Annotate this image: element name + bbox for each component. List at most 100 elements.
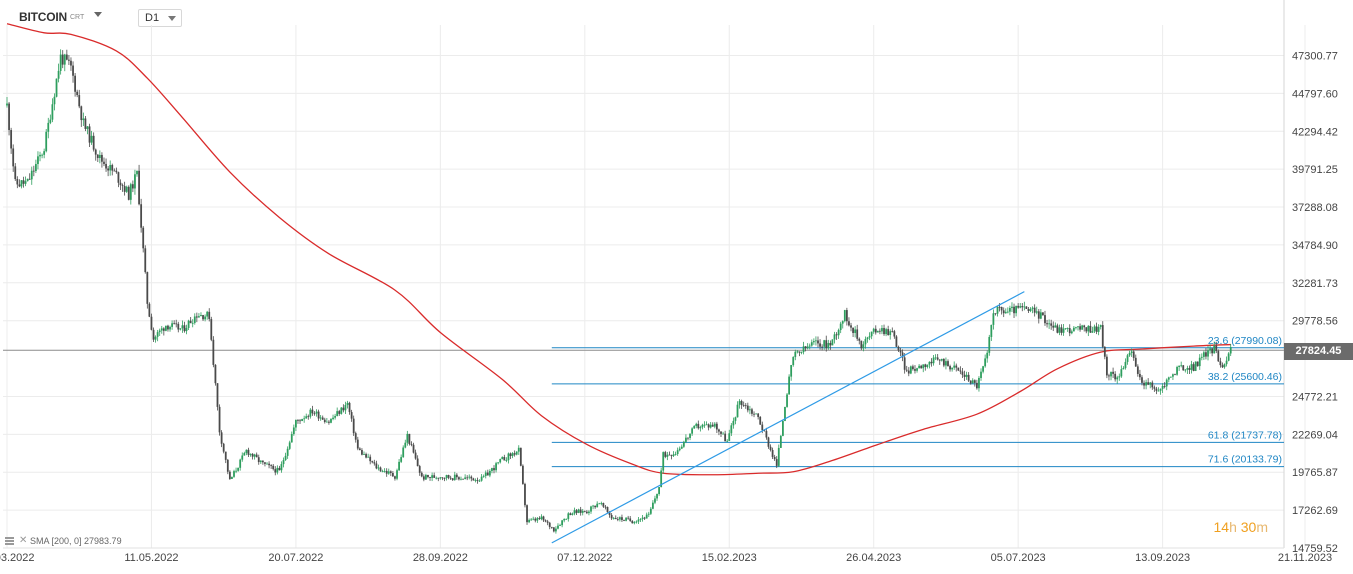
candle-body [625,517,627,521]
candle-body [1011,306,1013,308]
candle-body [280,464,283,471]
candle-body [1180,365,1183,367]
candle-body [837,330,840,336]
candle-body [82,118,85,121]
candle-body [385,470,388,474]
candle-body [1064,328,1067,330]
x-tick-label: 28.09.2022 [413,552,468,564]
candle-body [226,459,229,472]
candle-body [1167,377,1170,380]
candle-body [354,433,357,440]
candle-body [583,510,586,512]
candle-body [398,461,400,471]
candle-body [113,170,116,172]
candle-body [1037,311,1040,319]
candle-body [1093,326,1096,332]
candle-body [435,477,438,479]
candle-body [507,453,510,461]
candle-body [68,59,70,61]
candle-body [10,130,13,149]
candle-body [841,321,844,324]
candle-body [1128,352,1131,356]
candle-body [612,518,615,519]
candle-body [600,503,603,504]
candle-body [193,316,196,323]
candle-body [728,433,731,441]
chevron-down-icon[interactable] [94,12,102,17]
candle-body [1149,382,1152,385]
y-tick-label: 44797.60 [1292,88,1338,100]
candle-body [1178,365,1181,368]
candle-body [239,459,242,468]
candle-body [501,457,504,460]
candle-body [889,331,892,335]
candle-body [338,411,341,414]
candle-body [1182,365,1185,371]
close-icon[interactable]: ✕ [19,535,28,546]
candle-body [18,184,21,187]
candle-body [711,424,714,427]
candle-body [264,462,266,464]
candle-body [1120,369,1123,377]
candle-body [1006,311,1009,313]
candle-body [1035,311,1038,313]
candle-body [391,472,394,477]
candle-body [779,435,782,448]
candle-body [724,433,727,442]
fibonacci-level-label: 71.6 (20133.79) [1208,454,1282,466]
candle-body [1108,375,1110,377]
candle-body [796,351,799,353]
candle-body [342,407,345,411]
candle-body [24,181,27,184]
candle-body [381,471,384,473]
candle-body [389,471,392,473]
candle-body [973,380,976,383]
candle-body [715,423,718,430]
candle-body [804,346,807,349]
candle-body [92,135,95,150]
candle-body [319,417,322,419]
candle-body [1089,325,1092,333]
y-tick-label: 29778.56 [1292,316,1338,328]
candle-body [1157,390,1160,392]
y-tick-label: 19765.87 [1292,467,1338,479]
candle-body [666,454,669,457]
candle-body [942,358,945,366]
candle-body [90,135,93,143]
candle-body [49,119,52,123]
candle-body [121,185,124,186]
candle-body [722,433,724,435]
candle-body [400,457,403,462]
instrument-symbol[interactable]: BITCOIN [19,10,67,24]
candle-body [373,462,376,464]
candle-body [598,503,601,505]
candle-body [274,469,277,473]
candle-body [513,453,516,455]
candle-body [377,467,380,469]
fibonacci-level-label: 38.2 (25600.46) [1208,371,1282,383]
candle-body [115,170,118,173]
candle-body [1147,382,1150,385]
menu-lines-icon[interactable] [5,537,14,546]
candle-body [472,478,475,481]
candle-body [569,513,572,515]
candle-body [460,478,462,480]
candle-body [84,118,87,129]
candle-body [784,406,786,421]
candle-body [177,323,180,330]
candle-body [1217,351,1220,362]
candle-body [200,315,202,317]
candle-body [718,429,720,432]
y-tick-label: 17262.69 [1292,505,1338,517]
candle-body [103,161,105,164]
candle-body [1221,365,1224,368]
candle-body [559,525,561,526]
candle-body [1169,376,1172,378]
candle-body [1019,306,1022,308]
candle-body [266,463,268,465]
candle-body [689,433,691,438]
candle-body [953,365,956,368]
timeframe-select[interactable]: D1 [138,9,182,27]
trend-line[interactable] [551,291,1025,544]
